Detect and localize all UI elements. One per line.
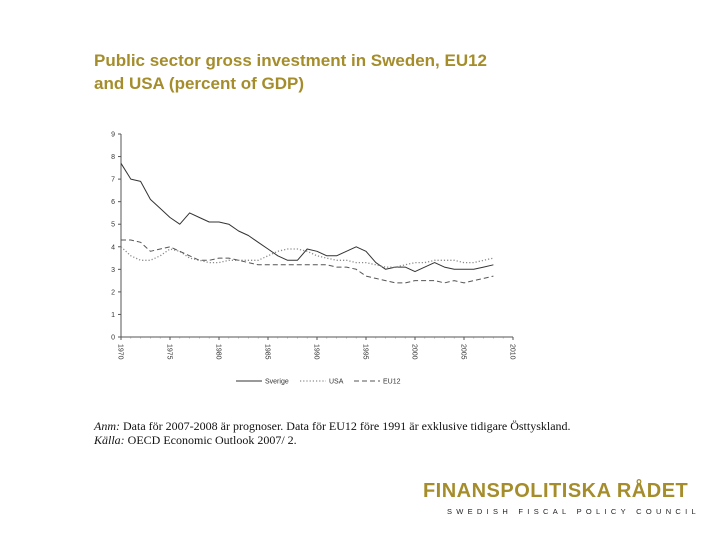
y-tick-label: 2	[111, 289, 115, 296]
title-line-1: Public sector gross investment in Sweden…	[94, 51, 488, 70]
legend-label-eu12: EU12	[383, 379, 401, 386]
brand-tagline: SWEDISH FISCAL POLICY COUNCIL	[446, 507, 700, 516]
brand-name: FINANSPOLITISKA RÅDET	[422, 480, 689, 502]
x-tick-label: 1985	[264, 344, 271, 360]
note-label: Anm:	[94, 419, 120, 433]
series-line-sverige	[120, 163, 494, 273]
series-line-eu12	[121, 239, 494, 284]
x-tick-label: 1990	[313, 344, 320, 360]
source-line: Källa: OECD Economic Outlook 2007/ 2.	[94, 433, 654, 447]
brand-logo: FINANSPOLITISKA RÅDET SWEDISH FISCAL POL…	[423, 480, 700, 516]
chart-notes: Anm: Data för 2007-2008 är prognoser. Da…	[94, 419, 654, 447]
x-tick-label: 1970	[117, 344, 124, 360]
note-text: Data för 2007-2008 är prognoser. Data fö…	[123, 419, 571, 433]
line-chart: 0 1 2 3 4 5 6 7 8 9 1970 1975 1980 1985 1990 1995 2000 20…	[111, 132, 515, 386]
legend-label-usa: USA	[329, 379, 344, 386]
chart-axes: 0 1 2 3 4 5 6 7 8 9 1970 1975 1980 1985 1990 1995 2000 20…	[111, 132, 515, 360]
y-tick-label: 6	[111, 199, 115, 206]
legend-label-sverige: Sverige	[265, 379, 289, 386]
y-tick-label: 5	[111, 222, 115, 229]
y-tick-label: 7	[111, 177, 115, 184]
source-text: OECD Economic Outlook 2007/ 2.	[127, 433, 297, 447]
x-tick-label: 2005	[460, 344, 467, 360]
series-line-usa	[120, 246, 494, 268]
source-label: Källa:	[94, 433, 125, 447]
y-tick-label: 9	[111, 132, 115, 139]
y-tick-label: 1	[111, 312, 115, 319]
y-tick-label: 3	[111, 267, 115, 274]
slide-title: Public sector gross investment in Sweden…	[94, 49, 614, 95]
x-tick-label: 1975	[166, 344, 173, 360]
chart-legend: Sverige USA EU12	[236, 379, 401, 386]
y-tick-label: 0	[111, 335, 115, 342]
chart-series	[120, 163, 494, 284]
title-line-2: and USA (percent of GDP)	[94, 74, 304, 93]
note-line: Anm: Data för 2007-2008 är prognoser. Da…	[94, 419, 654, 433]
x-tick-label: 1995	[362, 344, 369, 360]
x-tick-label: 1980	[215, 344, 222, 360]
x-tick-label: 2010	[509, 344, 516, 360]
y-tick-label: 8	[111, 154, 115, 161]
x-tick-label: 2000	[411, 344, 418, 360]
y-tick-label: 4	[111, 244, 115, 251]
